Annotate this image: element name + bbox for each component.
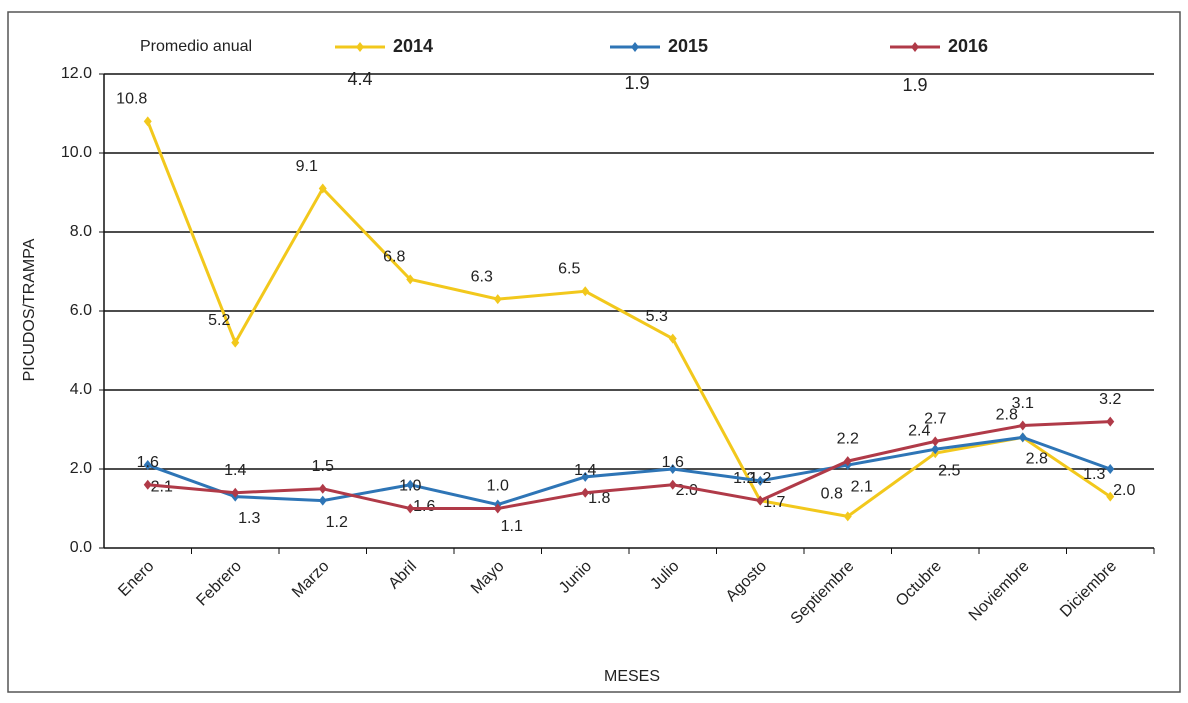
legend-label: 2015 xyxy=(668,36,708,56)
data-label: 5.3 xyxy=(646,308,668,325)
y-tick-label: 2.0 xyxy=(70,460,92,477)
data-label: 2.5 xyxy=(938,462,960,479)
data-label: 2.7 xyxy=(924,411,946,428)
point-marker xyxy=(581,487,590,498)
chart-border xyxy=(7,11,1181,693)
x-tick-label: Septiembre xyxy=(788,558,858,628)
legend-average: 4.4 xyxy=(347,69,372,89)
point-marker xyxy=(581,286,590,297)
point-marker xyxy=(931,436,940,447)
data-label: 1.0 xyxy=(487,478,509,495)
point-marker xyxy=(843,511,852,522)
point-marker xyxy=(581,471,590,482)
data-label: 2.4 xyxy=(908,422,930,439)
y-tick-label: 12.0 xyxy=(61,65,92,82)
legend-marker xyxy=(356,42,364,52)
point-marker xyxy=(1018,432,1027,443)
data-label: 1.5 xyxy=(312,458,334,475)
point-marker xyxy=(668,333,677,344)
data-label: 1.2 xyxy=(326,514,348,531)
point-marker xyxy=(493,294,502,305)
point-marker xyxy=(231,487,240,498)
point-marker xyxy=(318,183,327,194)
point-marker xyxy=(493,503,502,514)
data-label: 1.6 xyxy=(137,454,159,471)
legend-average: 1.9 xyxy=(624,73,649,93)
point-marker xyxy=(1106,416,1115,427)
x-tick-label: Octubre xyxy=(893,558,945,610)
data-label: 1.3 xyxy=(238,510,260,527)
data-label: 1.2 xyxy=(749,470,771,487)
data-label: 6.8 xyxy=(383,249,405,266)
data-label: 0.8 xyxy=(821,486,843,503)
data-label: 1.6 xyxy=(662,454,684,471)
y-tick-label: 6.0 xyxy=(70,302,92,319)
data-label: 10.8 xyxy=(116,91,147,108)
data-label: 2.2 xyxy=(837,430,859,447)
x-tick-label: Junio xyxy=(556,558,595,597)
x-tick-label: Febrero xyxy=(193,558,245,610)
data-label: 1.3 xyxy=(1083,466,1105,483)
point-marker xyxy=(756,475,765,486)
point-marker xyxy=(318,495,327,506)
series-line xyxy=(147,435,1111,507)
data-label: 2.8 xyxy=(1026,451,1048,468)
data-label: 1.8 xyxy=(588,490,610,507)
x-tick-label: Noviembre xyxy=(966,558,1033,625)
data-label: 1.6 xyxy=(413,498,435,515)
data-label: 2.0 xyxy=(1113,482,1135,499)
point-marker xyxy=(1018,420,1027,431)
x-tick-label: Mayo xyxy=(468,558,508,598)
point-marker xyxy=(1106,491,1115,502)
data-label: 2.1 xyxy=(851,478,873,495)
point-marker xyxy=(143,479,152,490)
y-axis-title: PICUDOS/TRAMPA xyxy=(21,238,38,381)
x-tick-label: Abril xyxy=(385,558,420,593)
y-tick-label: 4.0 xyxy=(70,381,92,398)
data-label: 5.2 xyxy=(208,312,230,329)
data-label: 6.3 xyxy=(471,268,493,285)
legend-average: 1.9 xyxy=(902,75,927,95)
series-line xyxy=(147,420,1111,510)
point-marker xyxy=(843,456,852,467)
x-tick-label: Enero xyxy=(115,558,157,600)
point-marker xyxy=(756,495,765,506)
legend-marker xyxy=(631,42,639,52)
data-label: 9.1 xyxy=(296,158,318,175)
y-tick-label: 0.0 xyxy=(70,539,92,556)
point-marker xyxy=(668,479,677,490)
data-label: 1.4 xyxy=(574,462,596,479)
point-marker xyxy=(931,444,940,455)
data-label: 1.0 xyxy=(399,478,421,495)
data-label: 2.8 xyxy=(996,407,1018,424)
legend-marker xyxy=(911,42,919,52)
point-marker xyxy=(1106,464,1115,474)
data-label: 3.2 xyxy=(1099,391,1121,408)
point-marker xyxy=(406,503,415,514)
legend-label: 2016 xyxy=(948,36,988,56)
point-marker xyxy=(318,483,327,494)
data-label: 6.5 xyxy=(558,260,580,277)
x-tick-label: Agosto xyxy=(723,558,770,605)
series-line xyxy=(146,120,1112,518)
point-marker xyxy=(668,464,677,474)
point-marker xyxy=(231,337,240,348)
point-marker xyxy=(143,116,152,127)
x-tick-label: Julio xyxy=(647,558,682,593)
y-tick-label: 10.0 xyxy=(61,144,92,161)
y-tick-label: 8.0 xyxy=(70,223,92,240)
x-axis-title: MESES xyxy=(604,668,660,685)
x-tick-label: Diciembre xyxy=(1057,558,1120,621)
point-marker xyxy=(406,479,415,490)
data-label: 1.4 xyxy=(224,462,246,479)
legend-title: Promedio anual xyxy=(140,38,252,55)
x-tick-label: Marzo xyxy=(289,558,333,602)
legend-label: 2014 xyxy=(393,36,433,56)
data-label: 3.1 xyxy=(1012,395,1034,412)
data-label: 1.1 xyxy=(501,518,523,535)
point-marker xyxy=(143,460,152,471)
point-marker xyxy=(406,274,415,285)
